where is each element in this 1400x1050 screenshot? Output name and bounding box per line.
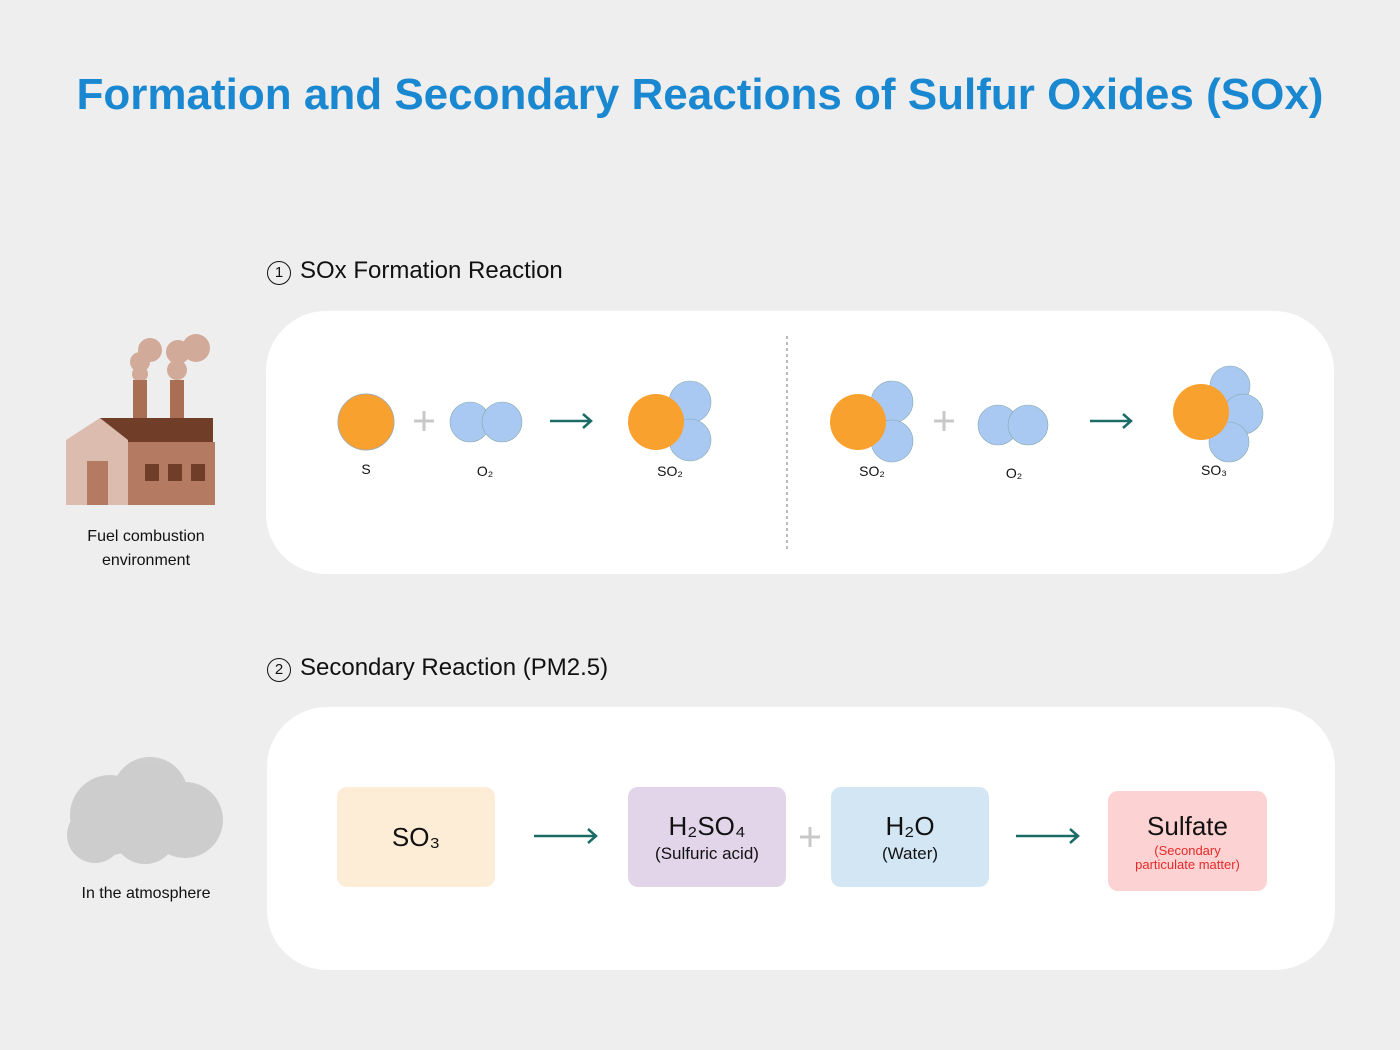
factory-label-text: Fuel combustion environment (87, 528, 205, 569)
step-note: (Secondary particulate matter) (1135, 842, 1240, 872)
step-note: (Sulfuric acid) (655, 843, 759, 863)
cloud-icon (67, 757, 223, 864)
step-label: SO₃ (391, 821, 441, 852)
section-title: Secondary Reaction (PM2.5) (300, 654, 609, 681)
molecule-label: S (361, 461, 371, 477)
title: Formation and Secondary Reactions of Sul… (76, 70, 1324, 119)
molecule-label: SO₃ (1201, 462, 1227, 478)
section-title: SOx Formation Reaction (300, 257, 563, 284)
molecules (337, 365, 1264, 463)
step-note: (Water) (881, 843, 939, 863)
plus-signs (414, 411, 954, 847)
section-number: 1 (267, 261, 291, 285)
molecule-label: O₂ (476, 463, 494, 479)
step-box: H₂O (Water) (831, 787, 989, 887)
panel (266, 311, 1334, 574)
molecule-label: O₂ (1005, 465, 1023, 481)
factory-icon (66, 334, 215, 505)
section-number: 2 (267, 658, 291, 682)
step-label: H₂O (885, 810, 935, 841)
step-label: H₂SO₄ (668, 810, 746, 841)
molecule-label: SO₂ (859, 463, 885, 479)
molecule-label: SO₂ (657, 463, 683, 479)
atmosphere-label: In the atmosphere (81, 885, 211, 902)
step-box: Sulfate (Secondary particulate matter) (1108, 791, 1267, 891)
step-box: H₂SO₄ (Sulfuric acid) (628, 787, 786, 887)
step-label: Sulfate (1147, 810, 1228, 841)
factory-label: Fuel combustion environment (56, 525, 236, 573)
arrows (534, 413, 1133, 844)
step-box: SO₃ (337, 787, 495, 887)
